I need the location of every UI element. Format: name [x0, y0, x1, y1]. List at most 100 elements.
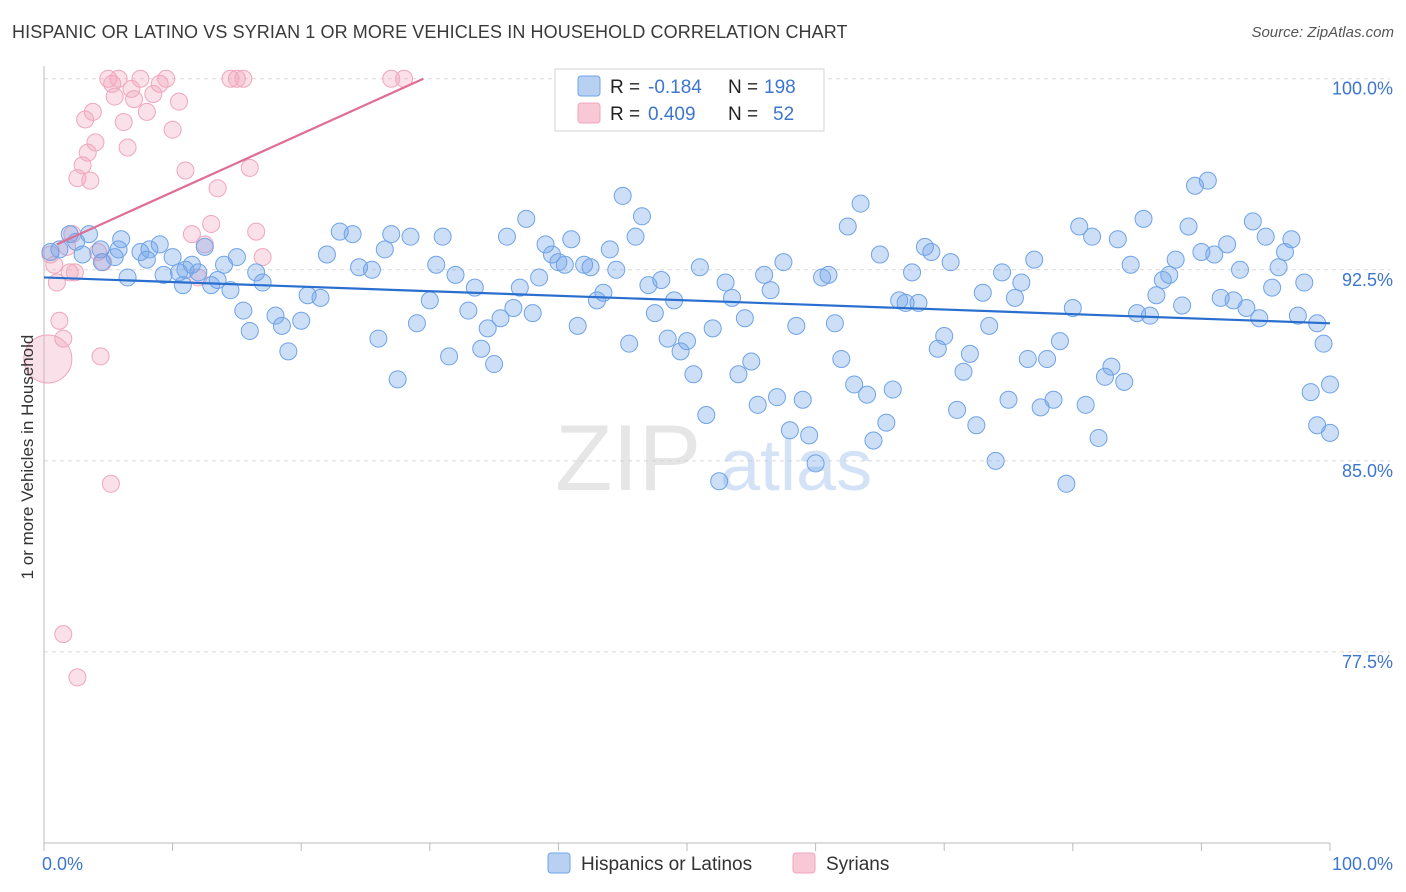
hispanics-point [793, 390, 812, 409]
syrians-point [182, 225, 201, 244]
hispanics-point [1057, 474, 1076, 493]
hispanics-point [407, 314, 426, 333]
hispanics-point [922, 242, 941, 261]
hispanics-point [542, 245, 561, 264]
hispanics-point [1095, 367, 1114, 386]
hispanics-point [401, 227, 420, 246]
syrians-point [202, 214, 221, 233]
hispanics-point [960, 344, 979, 363]
hispanics-point [1025, 250, 1044, 269]
hispanics-point [375, 240, 394, 259]
hispanics-point [973, 283, 992, 302]
hispanics-point [697, 406, 716, 425]
x-tick-label: 100.0% [1332, 854, 1393, 874]
hispanics-point [536, 235, 555, 254]
hispanics-point [568, 316, 587, 335]
hispanics-point [742, 352, 761, 371]
legend-r-label: R = [610, 104, 640, 125]
hispanics-point [109, 240, 128, 259]
hispanics-point [780, 421, 799, 440]
hispanics-point [1321, 423, 1339, 442]
hispanics-point [607, 260, 626, 279]
y-tick-label: 85.0% [1342, 461, 1393, 481]
hispanics-point [755, 265, 774, 284]
hispanics-point [1166, 250, 1185, 269]
hispanics-point [1050, 332, 1069, 351]
hispanics-point [221, 281, 240, 300]
hispanics-point [729, 365, 748, 384]
hispanics-point [118, 268, 137, 287]
hispanics-point [851, 194, 870, 213]
legend-swatch-syrians [792, 852, 816, 874]
hispanics-point [986, 451, 1005, 470]
legend-n-label: N = [728, 104, 758, 125]
hispanics-point [562, 230, 581, 249]
hispanics-point [819, 265, 838, 284]
hispanics-point [1102, 357, 1121, 376]
hispanics-point [1121, 255, 1140, 274]
syrians-point [54, 625, 73, 644]
syrians-point [60, 263, 79, 282]
hispanics-point [279, 342, 298, 361]
hispanics-point [433, 227, 452, 246]
watermark-atlas: atlas [720, 426, 872, 506]
hispanics-point [163, 248, 182, 267]
hispanics-point [1250, 309, 1269, 328]
hispanics-point [388, 370, 407, 389]
hispanics-point [91, 240, 110, 259]
hispanics-point [253, 273, 272, 292]
legend-swatch-blue [577, 75, 601, 97]
hispanics-point [941, 253, 960, 272]
hispanics-point [1115, 372, 1134, 391]
syrians-point [105, 87, 124, 106]
y-tick-label: 77.5% [1342, 652, 1393, 672]
hispanics-point [1012, 273, 1031, 292]
hispanics-point [845, 375, 864, 394]
hispanics-point [838, 217, 857, 236]
hispanics-trend-line [43, 276, 1331, 325]
hispanics-point [154, 265, 173, 284]
hispanics-point [735, 309, 754, 328]
legend-r-label: R = [610, 77, 640, 98]
hispanics-point [150, 235, 169, 254]
hispanics-point [967, 416, 986, 435]
trend-lines [43, 77, 1331, 325]
hispanics-point [1044, 390, 1063, 409]
legend-swatch-pink [577, 102, 601, 124]
hispanics-point [684, 365, 703, 384]
watermark: ZIP atlas [555, 405, 872, 510]
hispanics-point [1160, 265, 1179, 284]
hispanics-point [317, 245, 336, 264]
syrians-point [221, 69, 240, 88]
hispanics-point [658, 329, 677, 348]
hispanics-point [472, 339, 491, 358]
hispanics-point [420, 291, 439, 310]
syrians-point [54, 329, 73, 348]
hispanics-point [909, 293, 928, 312]
hispanics-point [298, 286, 317, 305]
hispanics-point [1321, 375, 1339, 394]
hispanics-point [774, 253, 793, 272]
hispanics-point [173, 276, 192, 295]
hispanics-point [1173, 296, 1192, 315]
hispanics-point [645, 304, 664, 323]
hispanics-point [1314, 334, 1333, 353]
hispanics-point [581, 258, 600, 277]
hispanics-point [761, 281, 780, 300]
legend-label-hispanics: Hispanics or Latinos [581, 854, 752, 875]
series-legend: Hispanics or Latinos Syrians [547, 852, 889, 875]
hispanics-point [343, 225, 362, 244]
legend-n-label: N = [728, 77, 758, 98]
hispanics-points [41, 171, 1339, 493]
hispanics-point [825, 314, 844, 333]
syrians-point [240, 158, 259, 177]
hispanics-point [1218, 235, 1237, 254]
hispanics-point [980, 316, 999, 335]
legend-swatch-hispanics [547, 852, 571, 874]
syrians-point [122, 79, 141, 98]
chart-source: Source: ZipAtlas.com [1251, 24, 1394, 41]
hispanics-point [1147, 286, 1166, 305]
syrians-point [50, 311, 69, 330]
hispanics-point [723, 288, 742, 307]
hispanics-point [690, 258, 709, 277]
